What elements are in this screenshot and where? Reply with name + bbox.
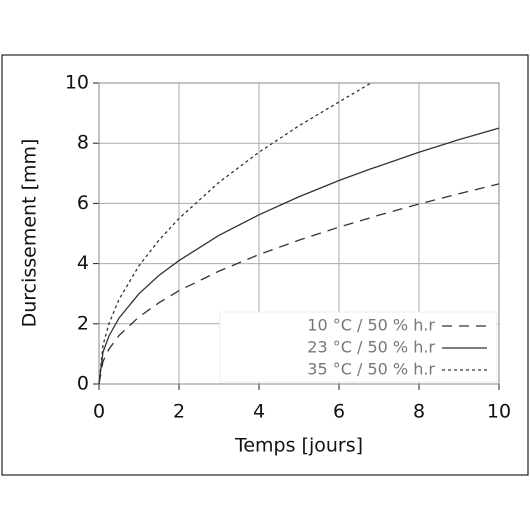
y-tick-label: 10 (65, 72, 89, 94)
x-tick-label: 2 (173, 401, 185, 423)
x-tick-label: 4 (253, 401, 265, 423)
legend-label: 23 °C / 50 % h.r (307, 338, 435, 357)
x-tick-label: 6 (333, 401, 345, 423)
y-tick-label: 8 (77, 132, 89, 154)
y-tick-label: 6 (77, 192, 89, 214)
y-axis-label: Durcissement [mm] (19, 139, 41, 328)
legend-label: 35 °C / 50 % h.r (307, 360, 435, 379)
frame (1, 54, 529, 476)
plot-border (98, 82, 500, 385)
y-tick-label: 4 (77, 252, 89, 274)
y-tick-label: 2 (77, 312, 89, 334)
x-tick-label: 10 (487, 401, 511, 423)
series-line (98, 127, 500, 385)
legend-label: 10 °C / 50 % h.r (307, 316, 435, 335)
x-axis-label: Temps [jours] (234, 435, 363, 457)
x-tick-label: 0 (93, 401, 105, 423)
y-tick-label: 0 (77, 373, 89, 395)
x-tick-label: 8 (413, 401, 425, 423)
series-line (98, 82, 372, 385)
series-line (98, 183, 500, 385)
